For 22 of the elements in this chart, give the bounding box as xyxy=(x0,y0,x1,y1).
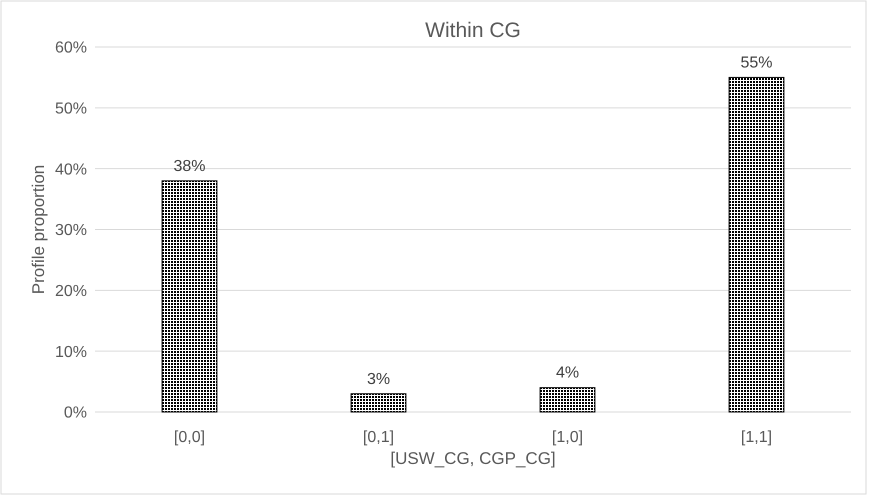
chart-title: Within CG xyxy=(425,19,521,42)
bar xyxy=(540,387,596,412)
data-label: 38% xyxy=(173,158,206,175)
y-tick-label: 60% xyxy=(54,40,87,57)
bar xyxy=(350,393,406,412)
data-label: 4% xyxy=(556,364,580,382)
y-tick-label: 40% xyxy=(54,161,87,178)
x-tick-label: [1,0] xyxy=(552,429,584,446)
y-tick-label: 50% xyxy=(54,100,87,118)
y-tick-label: 10% xyxy=(54,344,87,361)
y-axis-title: Profile proportion xyxy=(29,164,48,294)
data-label: 55% xyxy=(740,54,773,72)
x-axis-title: [USW_CG, CGP_CG] xyxy=(390,449,556,468)
y-tick-label: 0% xyxy=(64,404,87,422)
bar xyxy=(162,180,218,412)
y-tick-label: 20% xyxy=(54,282,87,300)
x-tick-label: [1,1] xyxy=(740,429,772,446)
y-tick-label: 30% xyxy=(54,222,87,240)
bar xyxy=(728,76,784,412)
x-tick-label: [0,1] xyxy=(362,429,394,446)
x-tick-label: [0,0] xyxy=(174,429,206,446)
data-label: 3% xyxy=(366,370,390,388)
